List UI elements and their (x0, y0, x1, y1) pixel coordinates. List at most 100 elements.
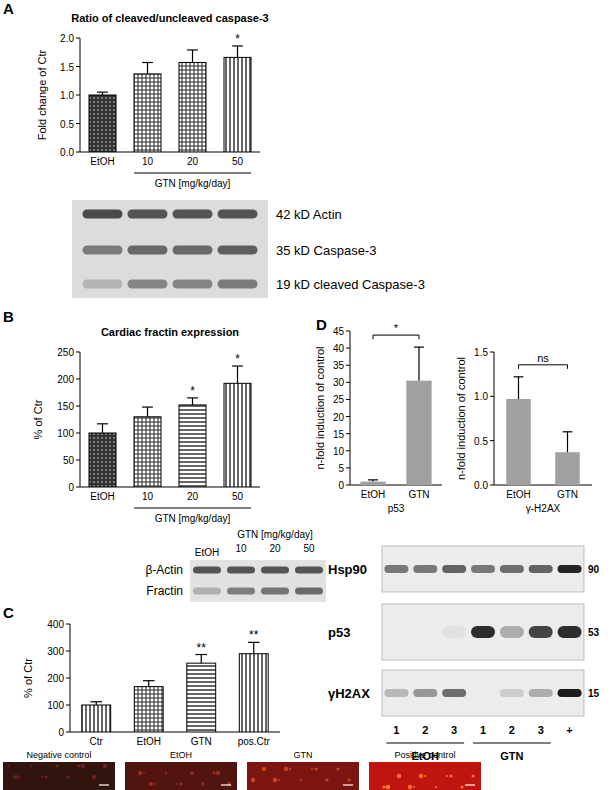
panel-letter: C (3, 604, 14, 621)
chart: 0100200300400CtrEtOHGTNpos.Ctr% of Ctr**… (22, 619, 280, 747)
error-cap (514, 376, 524, 377)
error-bar (97, 92, 108, 95)
significance: * (190, 384, 195, 398)
y-tick-label: 45 (333, 326, 345, 337)
bar (89, 433, 116, 487)
micrograph-speck (251, 778, 255, 782)
micrograph-speck (289, 768, 291, 770)
error-line (148, 681, 149, 687)
y-tick (76, 487, 80, 488)
error-line (192, 50, 193, 63)
micrographs: Negative controlEtOHGTNPositive control (3, 750, 481, 790)
blot-band (529, 565, 553, 573)
y-tick (346, 467, 350, 468)
error-bar (142, 63, 153, 74)
micrograph-speck (424, 775, 426, 777)
significance: ** (197, 641, 207, 655)
scale-bar (465, 784, 475, 785)
y-label: Fold change of Ctr (36, 49, 48, 140)
micrograph-speck (216, 771, 220, 775)
category-label: GTN (408, 489, 429, 500)
error-line (237, 46, 238, 57)
y-tick-label: 0 (68, 482, 74, 493)
figure: 0.00.51.01.52.0EtOH102050Fold change of … (0, 0, 610, 790)
group-label: GTN [mg/kg/day] (155, 178, 231, 189)
y-tick (76, 406, 80, 407)
y-tick-label: 0 (58, 727, 64, 738)
y-tick-label: 5 (338, 463, 344, 474)
blot-band (442, 565, 466, 573)
y-tick (66, 651, 70, 652)
blot-lane-label: 1 (393, 724, 399, 736)
category-label: EtOH (506, 489, 530, 500)
error-cap (142, 62, 153, 63)
y-label: % of Ctr (22, 658, 34, 698)
y-label: n-fold induction of control (455, 357, 467, 480)
blot-d: Hsp9090p5353γH2AX15123123+EtOHGTN (328, 546, 600, 762)
y-tick (490, 396, 494, 397)
bar (179, 63, 206, 152)
significance: ns (537, 352, 549, 364)
blot-band (193, 567, 221, 574)
y-tick-label: 2.0 (60, 33, 74, 44)
y-label: % of Ctr (32, 399, 44, 439)
bars (82, 642, 268, 732)
category-label: pos.Ctr (238, 736, 271, 747)
error-line (192, 398, 193, 405)
blot-header: GTN [mg/kg/day] (237, 529, 313, 540)
bars (89, 46, 251, 152)
micrograph-speck (14, 775, 18, 779)
y-tick-label: 1.5 (60, 62, 74, 73)
y-tick (66, 678, 70, 679)
panel-letter: A (3, 0, 14, 17)
blot-label: Fractin (146, 584, 183, 598)
micrograph-speck (92, 775, 96, 779)
blot-band (128, 280, 168, 289)
y-tick (76, 38, 80, 39)
blot-band (227, 588, 255, 595)
error-line (102, 424, 103, 433)
blot-band (261, 588, 289, 595)
significance: * (394, 322, 399, 334)
bar (82, 705, 111, 732)
blot-group-label: EtOH (412, 750, 440, 762)
blot-band (471, 565, 495, 573)
error-bar (232, 46, 243, 57)
error-bar (187, 50, 198, 63)
y-tick (66, 624, 70, 625)
y-tick (66, 732, 70, 733)
micrograph-speck (435, 786, 437, 788)
y-tick-label: 200 (47, 673, 64, 684)
blot-label: β-Actin (145, 563, 183, 577)
blot-label: 19 kD cleaved Caspase-3 (276, 277, 425, 292)
y-tick (346, 433, 350, 434)
blot-band (442, 689, 466, 697)
bar (406, 381, 431, 485)
y-tick-label: 25 (333, 394, 345, 405)
y-tick-label: 20 (333, 412, 345, 423)
bar (89, 95, 116, 152)
micrograph-label: GTN (294, 750, 313, 760)
blot-band (83, 210, 123, 219)
title: Cardiac fractin expression (101, 326, 239, 338)
micrograph-speck (386, 785, 390, 789)
blot-membrane (382, 604, 584, 660)
bar (179, 405, 206, 487)
error-bar (97, 424, 108, 433)
error-bar (90, 702, 102, 705)
blot-lane-label: 3 (451, 724, 457, 736)
blot-band (558, 565, 582, 573)
error-cap (90, 701, 102, 702)
error-bar (143, 681, 155, 687)
blot-lane-label: 1 (480, 724, 486, 736)
blot-mass: 53 (588, 627, 600, 638)
y-tick (76, 152, 80, 153)
blot-band (128, 246, 168, 255)
bar (134, 417, 161, 487)
micrograph-speck (30, 765, 32, 767)
blot-band (500, 626, 524, 638)
category-label: 20 (187, 491, 199, 502)
y-tick-label: 100 (47, 700, 64, 711)
category-label: EtOH (361, 489, 385, 500)
error-bar (195, 655, 207, 664)
